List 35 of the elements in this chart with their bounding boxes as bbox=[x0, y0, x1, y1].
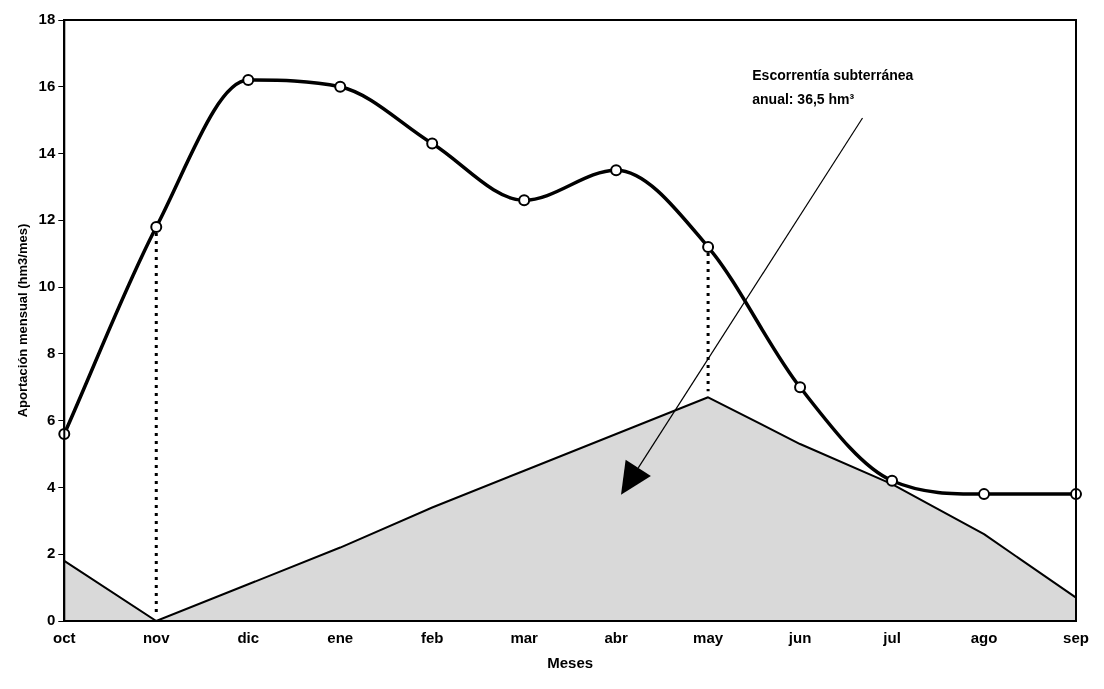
x-tick-label: mar bbox=[510, 629, 539, 647]
y-tick-label: 6 bbox=[46, 410, 56, 428]
point bbox=[150, 221, 163, 234]
annotation: Escorrentía subterránea anual: 36,5 hm³ bbox=[752, 67, 914, 107]
y-tick-label: 16 bbox=[38, 76, 56, 94]
point bbox=[242, 74, 255, 87]
y-tick-label: 4 bbox=[46, 477, 56, 495]
point bbox=[426, 137, 439, 150]
x-tick-label: dic bbox=[237, 629, 260, 647]
x-tick-label: jun bbox=[787, 629, 812, 647]
y-tick-label: 2 bbox=[46, 544, 56, 562]
x-tick-label: nov bbox=[142, 629, 171, 647]
x-tick-label: sep bbox=[1063, 629, 1089, 647]
y-tick-label: 8 bbox=[46, 344, 56, 362]
x-tick-label: abr bbox=[604, 629, 628, 647]
point bbox=[334, 80, 347, 93]
x-tick-label: ago bbox=[970, 629, 998, 647]
y-tick-label: 12 bbox=[38, 210, 56, 228]
point bbox=[886, 474, 899, 487]
y-tick-label: 10 bbox=[38, 277, 56, 295]
x-tick-label: feb bbox=[420, 629, 444, 647]
point bbox=[610, 164, 623, 177]
y-tick-label: 0 bbox=[46, 611, 56, 629]
point bbox=[702, 241, 715, 254]
y-tick-label: 14 bbox=[38, 143, 56, 161]
point bbox=[794, 381, 807, 394]
point bbox=[518, 194, 531, 207]
x-tick-label: oct bbox=[53, 629, 76, 647]
y-axis-title: Aportación mensual (hm3/mes) bbox=[15, 223, 31, 418]
x-tick-label: ene bbox=[327, 629, 354, 647]
x-tick-label: jul bbox=[882, 629, 901, 647]
x-axis-title: Meses bbox=[547, 654, 594, 672]
x-tick-label: may bbox=[693, 629, 724, 647]
point bbox=[978, 488, 991, 501]
y-tick-label: 18 bbox=[38, 10, 56, 28]
